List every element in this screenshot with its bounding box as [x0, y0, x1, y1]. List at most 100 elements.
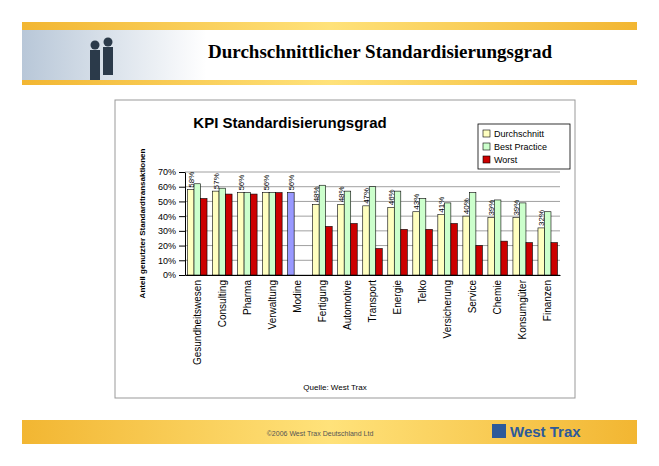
y-tick-mark: [179, 275, 185, 276]
bar: [244, 193, 251, 275]
y-tick-label: 70%: [158, 167, 176, 177]
x-tick-label: Pharma: [242, 280, 253, 315]
legend-label: Worst: [494, 155, 518, 165]
x-tick-label: Fertigung: [317, 280, 328, 322]
y-axis: 0%10%20%30%40%50%60%70%: [158, 167, 186, 280]
x-tick: Pharma: [242, 275, 253, 315]
x-tick-label: Modine: [292, 280, 303, 313]
bar: [188, 190, 195, 275]
slide-title: Durchschnittlicher Standardisierungsgrad: [208, 41, 552, 62]
figure-head: [91, 41, 100, 50]
bar: [344, 191, 351, 275]
logo-icon: [492, 424, 506, 438]
legend-label: Best Practice: [494, 142, 547, 152]
x-tick-label: Versicherung: [442, 280, 453, 338]
x-tick-label: Verwaltung: [267, 280, 278, 329]
x-tick: Service: [467, 275, 478, 313]
y-tick: 40%: [158, 212, 185, 222]
x-tick: Fertigung: [317, 275, 328, 322]
y-tick-label: 60%: [158, 182, 176, 192]
bar: [326, 226, 333, 275]
y-tick-label: 50%: [158, 197, 176, 207]
bar: [376, 249, 383, 275]
bar: [213, 191, 220, 275]
bar: [438, 215, 445, 275]
bar: [526, 243, 533, 275]
header-band: [22, 22, 637, 82]
bar: [269, 193, 276, 275]
x-tick: Chemie: [492, 275, 503, 314]
x-tick-label: Chemie: [492, 280, 503, 315]
y-tick: 0%: [163, 270, 185, 280]
source-note: Quelle: West Trax: [303, 383, 366, 392]
data-label: 43%: [412, 194, 421, 210]
data-labels: 58%57%56%56%56%48%48%47%46%43%41%40%39%3…: [187, 172, 546, 226]
y-tick-label: 0%: [163, 270, 176, 280]
header-bottom-line: [22, 80, 637, 85]
x-axis: Gesundheitswesen Consulting Pharma Verwaltu…: [186, 275, 561, 365]
bar: [488, 218, 495, 275]
y-tick-mark: [179, 216, 185, 217]
bar: [263, 193, 270, 275]
x-tick-label: Konsumgüter: [517, 279, 528, 339]
x-tick-label: Transport: [367, 280, 378, 323]
figure-body: [103, 47, 113, 75]
y-axis-title: Anteil genutzter Standardtransaktionen: [138, 148, 147, 298]
x-tick: Gesundheitswesen: [192, 275, 203, 365]
legend-swatch: [483, 156, 490, 163]
data-label: 48%: [312, 186, 321, 202]
x-tick-label: Consulting: [217, 280, 228, 327]
x-tick: Automotive: [342, 275, 353, 330]
data-label: 56%: [237, 175, 246, 191]
data-label: 32%: [537, 210, 546, 226]
x-tick: Verwaltung: [267, 275, 278, 329]
bar: [276, 193, 283, 275]
bar: [351, 224, 358, 276]
bar: [501, 241, 508, 275]
chart-frame: [115, 100, 575, 398]
x-tick: Transport: [367, 275, 378, 322]
bar: [226, 194, 233, 275]
y-tick-mark: [179, 231, 185, 232]
header: Durchschnittlicher Standardisierungsgrad: [22, 22, 637, 85]
x-tick: Energie: [392, 275, 403, 314]
header-top-line: [22, 22, 637, 30]
data-label: 47%: [362, 188, 371, 204]
data-label: 58%: [187, 172, 196, 188]
bar: [551, 243, 558, 275]
footer-band: [22, 420, 637, 444]
x-tick: Modine: [292, 275, 303, 313]
footer: ©2006 West Trax Deutschland LtdWest Trax: [22, 420, 637, 444]
y-tick-mark: [179, 260, 185, 261]
figure-head: [104, 38, 113, 47]
bar: [538, 228, 545, 275]
grid-line: [185, 172, 560, 173]
y-tick-label: 10%: [158, 256, 176, 266]
data-label: 39%: [512, 200, 521, 216]
x-tick-label: Service: [467, 280, 478, 314]
x-axis-line: [186, 275, 561, 276]
y-tick: 20%: [158, 241, 185, 251]
bar: [513, 218, 520, 275]
legend-box: [478, 124, 570, 169]
data-label: 56%: [262, 175, 271, 191]
x-tick-label: Telko: [417, 280, 428, 304]
bar: [219, 188, 226, 275]
y-tick: 60%: [158, 182, 185, 192]
x-tick: Telko: [417, 275, 428, 303]
data-label: 39%: [487, 200, 496, 216]
legend-swatch: [483, 143, 490, 150]
y-tick-mark: [179, 172, 185, 173]
legend-label: Durchschnitt: [494, 129, 545, 139]
data-label: 48%: [337, 186, 346, 202]
data-label: 56%: [287, 175, 296, 191]
x-tick: Consulting: [217, 275, 228, 327]
y-tick-mark: [179, 246, 185, 247]
y-tick-mark: [179, 201, 185, 202]
x-tick-label: Energie: [392, 280, 403, 315]
x-tick: Finanzen: [542, 275, 553, 321]
bar: [426, 229, 433, 275]
grid: [185, 172, 560, 275]
legend: Durchschnitt Best Practice Worst: [478, 124, 570, 169]
y-tick-label: 40%: [158, 212, 176, 222]
